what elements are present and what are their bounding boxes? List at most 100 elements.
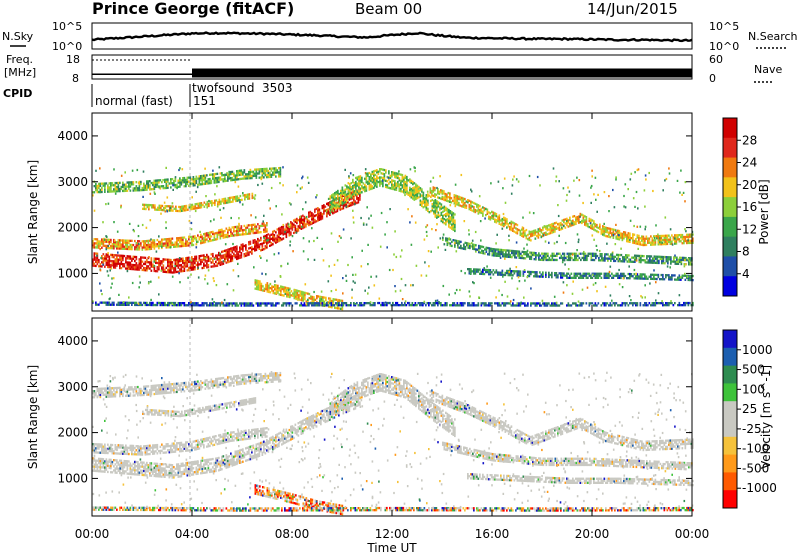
rti-cell (549, 223, 552, 227)
rti-cell (481, 249, 483, 252)
rti-cell (159, 187, 162, 190)
rti-cell (561, 261, 564, 264)
rti-cell (176, 262, 178, 265)
rti-cell (335, 298, 338, 301)
rti-cell (128, 267, 130, 270)
rti-cell (537, 302, 540, 305)
rti-cell (95, 258, 97, 261)
rti-cell (317, 295, 320, 298)
rti-cell (608, 270, 611, 273)
rti-cell (598, 259, 600, 262)
rti-cell (263, 176, 265, 179)
rti-cell (317, 211, 319, 214)
rti-cell (420, 304, 423, 307)
rti-cell (454, 183, 457, 186)
rti-cell (150, 243, 153, 246)
rti-cell (338, 304, 340, 307)
rti-cell (129, 257, 132, 260)
rti-cell (660, 234, 663, 238)
rti-cell (236, 304, 238, 307)
rti-cell (557, 227, 559, 230)
rti-cell (443, 192, 445, 195)
rti-cell (309, 214, 312, 218)
rti-cell (194, 182, 196, 185)
rti-cell (536, 302, 538, 305)
rti-cell (674, 254, 676, 257)
rti-cell (428, 302, 430, 305)
rti-cell (659, 278, 661, 281)
rti-cell (388, 186, 390, 189)
rti-cell (147, 241, 150, 245)
rti-cell (479, 268, 481, 271)
rti-cell (578, 272, 580, 275)
rti-cell (348, 198, 351, 201)
rti-cell (511, 184, 514, 187)
rti-cell (394, 173, 396, 177)
rti-cell (266, 302, 268, 305)
rti-cell (550, 254, 552, 257)
rti-cell (359, 191, 362, 194)
rti-cell (318, 214, 321, 217)
rti-cell (302, 220, 304, 223)
rti-cell (384, 301, 387, 304)
rti-cell (226, 201, 228, 204)
rti-cell (96, 188, 99, 192)
rti-cell (370, 177, 372, 180)
rti-cell (272, 230, 274, 233)
rti-cell (478, 251, 480, 254)
rti-cell (639, 304, 642, 307)
rti-cell (174, 183, 177, 187)
rti-cell (515, 250, 518, 253)
rti-cell (315, 207, 318, 211)
rti-cell (140, 242, 142, 245)
rti-cell (214, 203, 216, 206)
rti-cell (509, 274, 511, 277)
rti-cell (170, 207, 173, 210)
rti-cell (567, 276, 570, 279)
rti-cell (259, 288, 261, 291)
rti-cell (338, 203, 341, 206)
rti-cell (530, 270, 532, 274)
rti-cell (376, 175, 378, 178)
rti-cell (231, 247, 234, 250)
rti-cell (480, 272, 483, 275)
rti-cell (509, 267, 511, 270)
rti-cell (161, 240, 163, 243)
rti-cell (284, 228, 286, 231)
rti-cell (267, 302, 270, 305)
rti-cell (228, 226, 231, 229)
rti-cell (92, 264, 94, 267)
rti-cell (298, 296, 300, 299)
rti-cell (670, 258, 672, 261)
rti-cell (676, 258, 678, 261)
rti-cell (503, 253, 506, 256)
rti-cell (383, 301, 385, 305)
rti-cell (279, 226, 282, 229)
rti-cell (254, 279, 257, 282)
rti-cell (168, 241, 171, 245)
rti-cell (608, 231, 610, 234)
rti-cell (126, 257, 129, 260)
rti-cell (255, 231, 258, 234)
rti-cell (93, 242, 96, 245)
rti-cell (389, 174, 392, 177)
rti-cell (258, 225, 261, 228)
rti-cell (644, 241, 646, 245)
rti-cell (389, 301, 391, 305)
rti-cell (348, 204, 351, 207)
rti-cell (186, 258, 189, 262)
rti-cell (308, 211, 310, 214)
rti-cell (164, 178, 166, 181)
rti-cell (315, 220, 318, 223)
rti-cell (96, 191, 99, 194)
rti-cell (306, 218, 309, 221)
rti-cell (264, 230, 267, 233)
rti-cell (104, 182, 106, 185)
rti-cell (285, 235, 288, 239)
rti-cell (132, 255, 135, 258)
rti-cell (296, 219, 298, 223)
rti-cell (96, 256, 99, 259)
rti-cell (149, 186, 151, 189)
rti-cell (488, 268, 490, 272)
rti-cell (297, 227, 300, 230)
